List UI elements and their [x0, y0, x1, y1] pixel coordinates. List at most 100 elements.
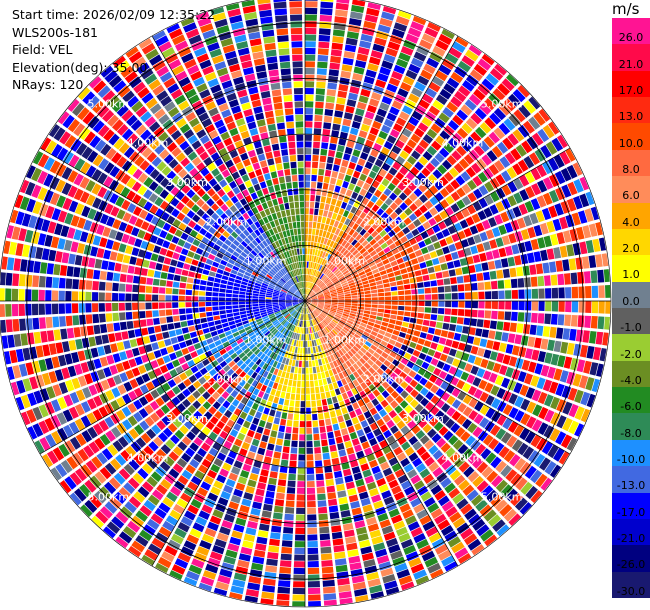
velocity-gate — [312, 221, 317, 229]
velocity-gate — [307, 268, 310, 275]
velocity-gate — [118, 142, 130, 154]
velocity-gate — [314, 121, 322, 129]
velocity-gate — [199, 353, 207, 361]
velocity-gate — [330, 518, 341, 526]
velocity-gate — [265, 276, 272, 281]
velocity-gate — [369, 127, 379, 136]
velocity-gate — [201, 426, 211, 436]
velocity-gate — [409, 277, 417, 284]
velocity-gate — [231, 328, 238, 334]
velocity-gate — [340, 280, 347, 285]
velocity-gate — [414, 403, 424, 413]
velocity-gate — [560, 167, 572, 182]
velocity-gate — [245, 414, 254, 423]
velocity-gate — [305, 34, 317, 41]
velocity-gate — [278, 573, 291, 581]
velocity-gate — [358, 297, 365, 301]
velocity-gate — [377, 24, 391, 34]
velocity-gate — [45, 316, 53, 329]
velocity-gate — [316, 399, 322, 407]
velocity-gate — [192, 214, 201, 223]
velocity-gate — [259, 353, 266, 360]
velocity-gate — [456, 187, 466, 198]
velocity-gate — [437, 286, 445, 293]
velocity-gate — [352, 322, 360, 328]
velocity-gate — [273, 309, 281, 313]
velocity-gate — [351, 507, 362, 516]
velocity-gate — [127, 403, 137, 414]
velocity-gate — [276, 323, 282, 329]
velocity-gate — [366, 200, 375, 209]
velocity-gate — [269, 359, 275, 366]
velocity-gate — [273, 308, 280, 312]
velocity-gate — [305, 174, 311, 181]
velocity-gate — [286, 344, 291, 352]
velocity-gate — [462, 382, 471, 393]
velocity-gate — [79, 314, 86, 325]
velocity-gate — [151, 489, 164, 501]
velocity-gate — [355, 164, 364, 173]
velocity-gate — [322, 343, 327, 351]
velocity-gate — [159, 279, 167, 287]
velocity-gate — [333, 281, 340, 286]
velocity-gate — [259, 335, 266, 341]
velocity-gate — [273, 289, 280, 293]
velocity-gate — [270, 374, 277, 382]
velocity-gate — [78, 291, 85, 301]
velocity-gate — [335, 477, 344, 485]
velocity-gate — [283, 285, 289, 291]
velocity-gate — [402, 415, 412, 424]
velocity-gate — [363, 313, 370, 318]
velocity-gate — [98, 406, 109, 418]
velocity-gate — [245, 245, 253, 252]
velocity-gate — [234, 438, 243, 447]
velocity-gate — [92, 281, 99, 291]
velocity-gate — [545, 288, 552, 299]
velocity-gate — [172, 343, 181, 351]
velocity-gate — [350, 290, 358, 294]
velocity-gate — [194, 272, 202, 279]
velocity-gate — [355, 343, 362, 350]
velocity-gate — [394, 341, 402, 349]
velocity-gate — [279, 318, 286, 323]
velocity-gate — [321, 311, 328, 315]
velocity-gate — [364, 111, 375, 120]
velocity-gate — [298, 340, 301, 347]
velocity-gate — [262, 328, 269, 335]
velocity-gate — [326, 239, 332, 246]
velocity-gate — [140, 111, 152, 123]
velocity-gate — [317, 295, 324, 298]
velocity-gate — [111, 119, 124, 132]
velocity-gate — [561, 184, 572, 198]
velocity-gate — [333, 545, 345, 553]
velocity-gate — [389, 202, 398, 211]
velocity-gate — [225, 217, 233, 226]
velocity-gate — [67, 99, 80, 112]
velocity-gate — [119, 372, 129, 383]
velocity-gate — [249, 320, 257, 326]
velocity-gate — [379, 424, 389, 433]
velocity-gate — [61, 166, 73, 180]
velocity-gate — [352, 170, 361, 179]
velocity-gate — [134, 424, 145, 436]
velocity-gate — [106, 216, 116, 227]
velocity-gate — [305, 7, 318, 15]
velocity-gate — [34, 440, 45, 454]
velocity-gate — [323, 259, 328, 267]
velocity-gate — [364, 370, 372, 378]
velocity-gate — [240, 426, 248, 435]
velocity-gate — [306, 274, 308, 282]
velocity-gate — [175, 152, 186, 163]
velocity-gate — [392, 329, 400, 336]
velocity-gate — [266, 350, 273, 357]
velocity-gate — [278, 472, 287, 480]
velocity-gate — [378, 329, 386, 336]
velocity-gate — [200, 442, 211, 452]
velocity-gate — [290, 287, 296, 293]
velocity-gate — [515, 144, 527, 157]
velocity-gate — [321, 371, 326, 379]
velocity-gate — [287, 413, 294, 420]
velocity-gate — [424, 189, 434, 199]
velocity-gate — [266, 245, 272, 253]
velocity-gate — [279, 303, 286, 306]
